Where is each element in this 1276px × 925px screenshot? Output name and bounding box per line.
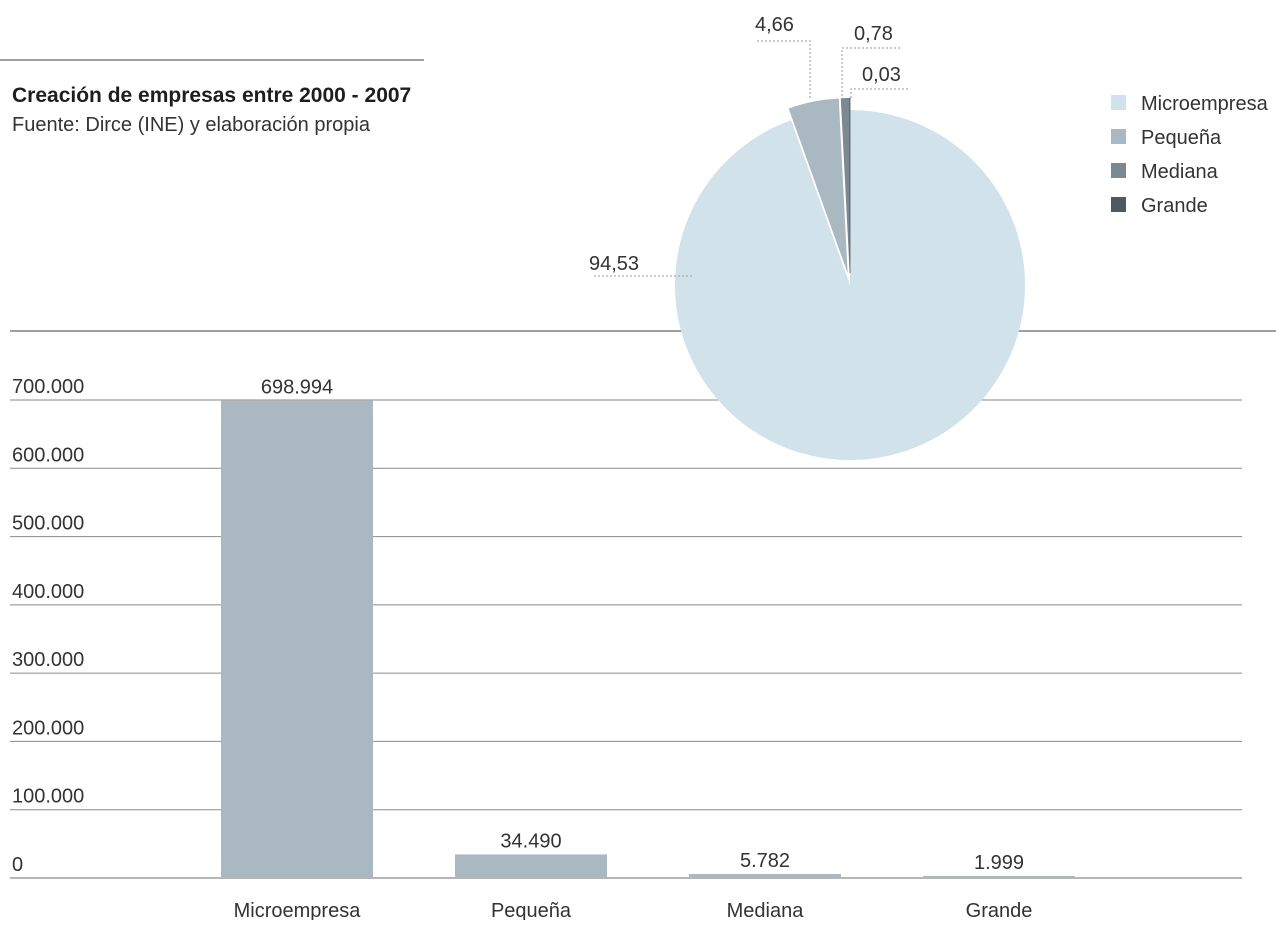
chart-subtitle: Fuente: Dirce (INE) y elaboración propia [12, 114, 371, 136]
legend-label: Pequeña [1141, 127, 1222, 149]
y-tick-label: 100.000 [12, 786, 84, 808]
pie-chart: 94,53 4,66 0,78 0,03 [589, 14, 1025, 460]
bar-value-label: 5.782 [740, 850, 790, 872]
chart-title: Creación de empresas entre 2000 - 2007 [12, 84, 411, 107]
legend-label: Mediana [1141, 161, 1219, 183]
legend-swatch [1111, 163, 1126, 178]
pie-leader-line [851, 89, 908, 98]
pie-value-label: 0,78 [854, 23, 893, 45]
pie-value-label: 4,66 [755, 14, 794, 36]
x-category-label: Pequeña [491, 900, 572, 920]
legend-label: Microempresa [1141, 93, 1269, 115]
pie-leader-line [755, 41, 810, 98]
legend-swatch [1111, 95, 1126, 110]
legend-swatch [1111, 129, 1126, 144]
bar [455, 854, 607, 878]
pie-value-label: 0,03 [862, 64, 901, 86]
pie-value-label: 94,53 [589, 253, 639, 275]
y-tick-label: 0 [12, 854, 23, 876]
bar [221, 401, 373, 878]
bar-value-label: 1.999 [974, 852, 1024, 874]
x-category-label: Microempresa [234, 900, 362, 920]
bar-value-label: 34.490 [500, 830, 561, 852]
bar-chart: 0 100.000 200.000 300.000 400.000 500.000 600.… [10, 376, 1242, 920]
legend-swatch [1111, 197, 1126, 212]
y-tick-label: 200.000 [12, 717, 84, 739]
legend-label: Grande [1141, 195, 1208, 217]
y-tick-label: 300.000 [12, 649, 84, 671]
pie-legend: Microempresa Pequeña Mediana Grande [1111, 93, 1269, 217]
x-category-label: Mediana [727, 900, 805, 920]
y-tick-label: 400.000 [12, 581, 84, 603]
bar-value-label: 698.994 [261, 377, 333, 399]
x-category-label: Grande [966, 900, 1033, 920]
y-tick-label: 600.000 [12, 444, 84, 466]
bar [689, 874, 841, 878]
y-tick-label: 500.000 [12, 513, 84, 535]
bar [923, 876, 1075, 878]
y-tick-label: 700.000 [12, 376, 84, 398]
